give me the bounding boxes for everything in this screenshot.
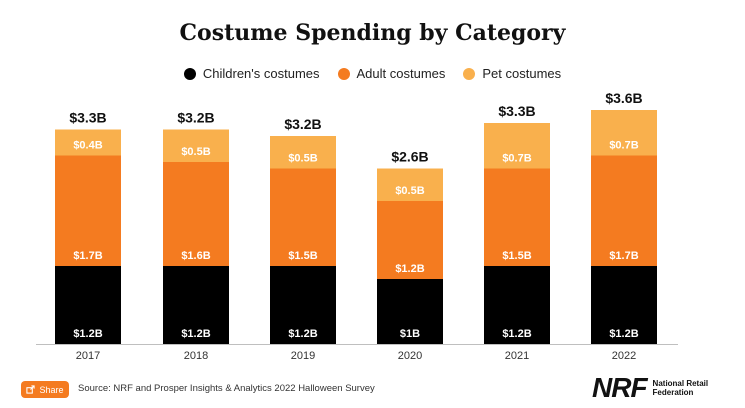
share-icon [26, 385, 36, 394]
x-tick-label-2017: 2017 [76, 350, 100, 362]
x-tick-label-2019: 2019 [291, 350, 315, 362]
x-tick-label-2022: 2022 [612, 350, 636, 362]
source-note: Source: NRF and Prosper Insights & Analy… [78, 383, 375, 394]
nrf-logo-mark: NRF [592, 372, 648, 403]
total-label-2022: $3.6B [605, 90, 642, 106]
data-label-2021-series-2: $0.7B [502, 153, 531, 165]
x-tick-label-2021: 2021 [505, 350, 529, 362]
legend-label-children: Children's costumes [202, 66, 320, 81]
data-label-2017-series-1: $1.7B [73, 250, 102, 262]
data-label-2021-series-0: $1.2B [502, 328, 531, 340]
bar-2017-series-2 [55, 129, 121, 156]
chart-legend: Children's costumes Adult costumes Pet c… [0, 66, 745, 81]
bar-2022-series-2 [591, 110, 657, 156]
data-label-2021-series-1: $1.5B [502, 250, 531, 262]
nrf-logo: NRF National Retail Federation [592, 374, 713, 402]
legend-swatch-adult [337, 67, 350, 80]
data-label-2018-series-1: $1.6B [181, 250, 210, 262]
share-button[interactable]: Share [21, 381, 69, 398]
legend-item-children: Children's costumes [183, 66, 320, 81]
bar-2017-series-0 [55, 266, 121, 344]
data-label-2022-series-2: $0.7B [609, 140, 638, 152]
nrf-logo-name: National Retail Federation [652, 379, 709, 397]
bar-2021-series-1 [484, 168, 550, 266]
data-label-2022-series-0: $1.2B [609, 328, 638, 340]
share-label: Share [39, 384, 64, 395]
total-label-2018: $3.2B [177, 110, 214, 126]
x-tick-label-2018: 2018 [184, 350, 208, 362]
data-label-2018-series-2: $0.5B [181, 146, 210, 158]
bar-2019-series-0 [270, 266, 336, 344]
bar-2019-series-2 [270, 136, 336, 169]
bar-2018-series-1 [163, 162, 229, 266]
chart-title: Costume Spending by Category [179, 20, 566, 46]
data-label-2020-series-1: $1.2B [395, 263, 424, 275]
bar-2021-series-2 [484, 123, 550, 169]
bar-2022-series-0 [591, 266, 657, 344]
data-label-2020-series-2: $0.5B [395, 185, 424, 197]
bar-2018-series-0 [163, 266, 229, 344]
bar-2019-series-1 [270, 168, 336, 266]
bar-2020-series-0 [377, 279, 443, 344]
x-tick-label-2020: 2020 [398, 350, 422, 362]
total-label-2020: $2.6B [391, 149, 428, 165]
data-label-2022-series-1: $1.7B [609, 250, 638, 262]
legend-item-adult: Adult costumes [337, 66, 446, 81]
bar-2022-series-1 [591, 155, 657, 266]
bar-2020-series-2 [377, 168, 443, 201]
bar-2021-series-0 [484, 266, 550, 344]
legend-label-adult: Adult costumes [356, 66, 446, 81]
legend-item-pet: Pet costumes [463, 66, 561, 81]
bar-2018-series-2 [163, 129, 229, 162]
data-label-2020-series-0: $1B [400, 328, 420, 340]
data-label-2018-series-0: $1.2B [181, 328, 210, 340]
legend-label-pet: Pet costumes [482, 66, 562, 81]
data-label-2019-series-2: $0.5B [288, 153, 317, 165]
bar-2017-series-1 [55, 155, 121, 266]
data-label-2017-series-2: $0.4B [73, 140, 102, 152]
total-label-2019: $3.2B [284, 116, 321, 132]
total-label-2017: $3.3B [69, 110, 106, 126]
legend-swatch-pet [463, 67, 476, 80]
total-label-2021: $3.3B [498, 103, 535, 119]
data-label-2017-series-0: $1.2B [73, 328, 102, 340]
data-label-2019-series-1: $1.5B [288, 250, 317, 262]
data-label-2019-series-0: $1.2B [288, 328, 317, 340]
bar-2020-series-1 [377, 201, 443, 279]
legend-swatch-children [183, 67, 196, 80]
